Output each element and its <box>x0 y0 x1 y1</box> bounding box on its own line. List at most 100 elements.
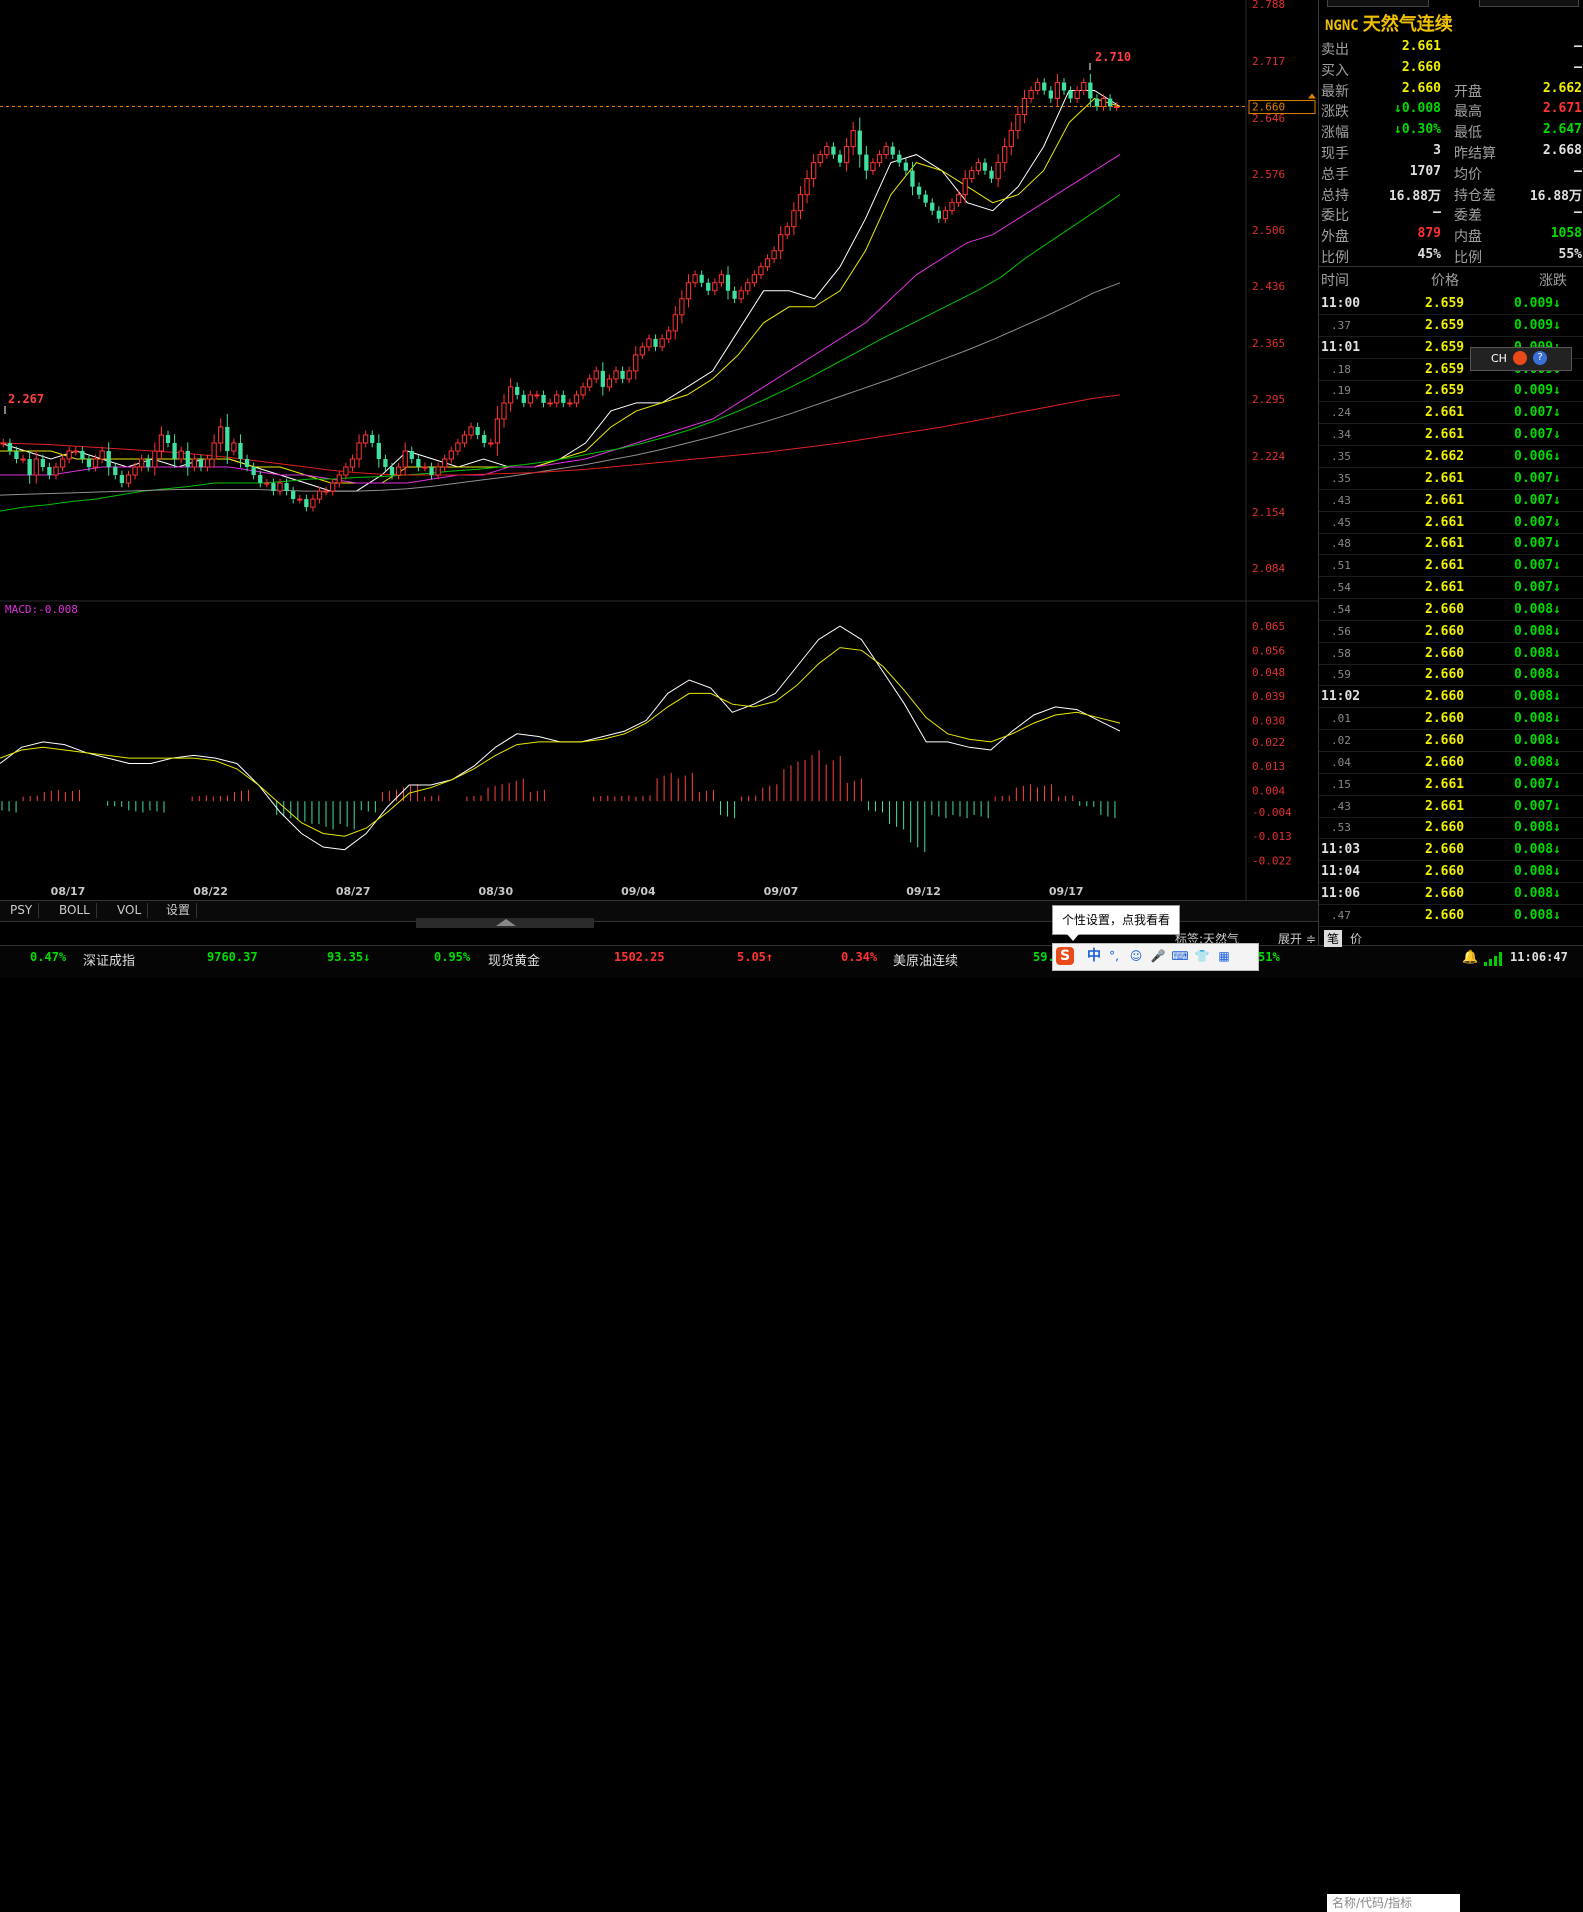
candle-body <box>923 194 928 203</box>
indicator-tab[interactable]: VOL <box>111 903 149 918</box>
sogou-logo-icon[interactable]: S <box>1056 947 1074 965</box>
candle-body <box>204 458 211 468</box>
divider <box>1319 266 1583 267</box>
ime-language-toggle[interactable]: 中 <box>1087 948 1101 964</box>
ime-tool-icon[interactable]: 🎤 <box>1150 949 1166 963</box>
quote-row: 总持 16.88万 持仓差 16.88万 <box>1319 183 1583 204</box>
indicator-tab[interactable]: BOLL <box>53 903 97 918</box>
ticker-item[interactable]: 0.34% <box>841 950 878 964</box>
help-icon[interactable]: ? <box>1533 351 1547 365</box>
tick-change: 0.007↓ <box>1514 798 1561 814</box>
tick-time: 11:02 <box>1321 689 1361 705</box>
tick-time: .15 <box>1331 777 1351 791</box>
candle-body <box>343 466 349 476</box>
ticker-item[interactable]: 93.35↓ <box>327 950 371 964</box>
indicator-tab[interactable]: PSY <box>4 903 40 918</box>
ticker-item[interactable]: 深证成指 <box>83 954 136 969</box>
settings-tooltip[interactable]: 个性设置，点我看看 <box>1052 905 1180 941</box>
ticker-item[interactable]: 美原油连续 <box>893 954 959 969</box>
candle-body <box>870 162 876 172</box>
ticker-item[interactable]: 5.05↑ <box>737 950 774 964</box>
candle-body <box>672 314 678 332</box>
scroll-up-arrow-icon[interactable] <box>496 919 516 926</box>
candle-body <box>600 370 605 387</box>
indicator-tab[interactable]: 设置 <box>160 903 198 918</box>
candle-body <box>791 210 797 228</box>
candle-body <box>86 459 92 468</box>
panel-header-tab[interactable] <box>1327 0 1429 7</box>
candle-body <box>679 298 685 316</box>
current-price-label: 2.660 <box>1252 101 1285 114</box>
ticker-item[interactable]: 0.47% <box>30 950 67 964</box>
candle-body <box>336 474 342 484</box>
tick-price: 2.660 <box>1425 733 1465 748</box>
candle-body <box>238 442 243 460</box>
ticker-item[interactable]: 0.95% <box>434 950 471 964</box>
candlestick-chart[interactable]: 2.788 2.717 2.646 2.576 2.506 2.436 2.365 2.295… <box>0 0 1318 900</box>
tick-row: .19 2.659 0.009↓ <box>1319 379 1583 403</box>
ime-tool-icon[interactable]: 👕 <box>1194 949 1210 963</box>
indicator-toolbar: PSY BOLL VOL 设置 <box>0 900 1318 922</box>
tick-price: 2.660 <box>1425 601 1465 617</box>
candle-body <box>903 162 909 171</box>
candle-body <box>982 162 988 171</box>
quote-value: — <box>1574 163 1582 179</box>
quote-value: 1707 <box>1409 163 1441 179</box>
tick-time: .35 <box>1331 471 1351 485</box>
ticker-item[interactable]: 1502.25 <box>614 950 665 964</box>
ime-tool-icon[interactable]: °, <box>1109 949 1119 963</box>
tick-price: 2.662 <box>1425 448 1465 464</box>
candle-body <box>1068 90 1073 99</box>
tick-row: .51 2.661 0.007↓ <box>1319 554 1583 578</box>
candle-body <box>685 282 692 300</box>
tick-row: 11:03 2.660 0.008↓ <box>1319 838 1583 862</box>
panel-header-tab[interactable] <box>1479 0 1579 7</box>
macd-y-tick-label: 0.004 <box>1252 784 1285 797</box>
candle-body <box>626 370 632 380</box>
x-tick-label: 08/30 <box>478 885 513 898</box>
floating-ime-bar[interactable]: CH ? <box>1470 347 1572 371</box>
ticker-item[interactable]: 59. <box>1033 950 1055 964</box>
candle-body <box>758 266 764 276</box>
tick-time: .37 <box>1331 318 1351 332</box>
tick-time: .58 <box>1331 646 1351 660</box>
tick-price: 2.660 <box>1425 689 1465 705</box>
bell-icon[interactable]: 🔔 <box>1462 950 1479 965</box>
sogou-icon[interactable] <box>1513 351 1527 365</box>
ime-toolbar[interactable]: S 中 °, ☺ 🎤 ⌨ 👕 ▦ <box>1052 943 1259 971</box>
ime-tool-icon[interactable]: ⌨ <box>1171 949 1189 963</box>
candle-body <box>376 442 381 460</box>
ime-tool-icon[interactable]: ▦ <box>1218 949 1230 963</box>
tick-row: .53 2.660 0.008↓ <box>1319 816 1583 840</box>
candle-body <box>942 210 949 220</box>
tick-change: 0.008↓ <box>1514 623 1561 639</box>
tick-mode-tab[interactable]: 笔 <box>1324 930 1343 947</box>
candle-body <box>455 442 461 452</box>
candle-body <box>593 370 599 380</box>
ime-tool-icon[interactable]: ☺ <box>1129 949 1143 963</box>
tick-price: 2.661 <box>1425 558 1465 574</box>
ticker-item[interactable]: 51% <box>1258 950 1280 964</box>
macd-y-tick-label: 0.048 <box>1252 666 1285 679</box>
ticker-item[interactable]: 现货黄金 <box>488 954 541 969</box>
x-tick-label: 09/17 <box>1049 885 1084 898</box>
tick-time: 11:03 <box>1321 842 1361 858</box>
expand-button[interactable]: 展开 ≑ <box>1278 932 1316 946</box>
ch-label: CH <box>1491 352 1507 365</box>
tick-change: 0.008↓ <box>1514 667 1561 683</box>
quote-label: 总持 <box>1321 187 1349 204</box>
quote-value: 16.88万 <box>1529 188 1582 204</box>
macd-y-tick-label: -0.022 <box>1252 854 1292 867</box>
macd-y-tick-label: -0.013 <box>1252 830 1292 843</box>
tag-label: 标签:天然气 <box>1175 932 1240 946</box>
macd-y-tick-label: 0.065 <box>1252 620 1285 633</box>
ticker-item[interactable]: 9760.37 <box>207 950 258 964</box>
y-tick-label: 2.365 <box>1252 337 1285 350</box>
search-input[interactable]: 名称/代码/指标 <box>1327 1894 1460 1912</box>
tick-change: 0.007↓ <box>1514 558 1561 574</box>
tick-time: 11:00 <box>1321 296 1361 311</box>
tick-price: 2.661 <box>1425 536 1465 552</box>
tick-time: .43 <box>1331 493 1351 507</box>
price-mode-tab[interactable]: 价 <box>1350 932 1363 946</box>
x-tick-label: 08/27 <box>336 885 371 898</box>
